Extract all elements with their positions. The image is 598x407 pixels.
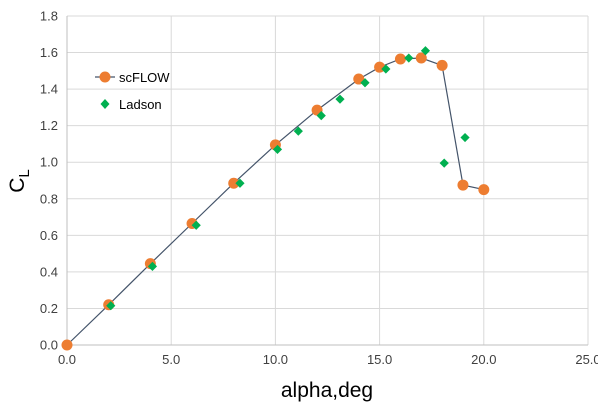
series-1-point — [191, 220, 201, 230]
series-0-point — [478, 184, 490, 196]
y-axis-title: CL — [6, 169, 33, 193]
x-axis-title: alpha,deg — [281, 379, 373, 402]
y-tick-label: 0.6 — [40, 228, 58, 243]
y-tick-label: 0.4 — [40, 264, 58, 279]
data-series — [61, 46, 490, 351]
series-1-point — [335, 94, 345, 104]
y-axis-title-subscript: L — [16, 169, 33, 177]
x-tick-label: 15.0 — [367, 352, 392, 367]
x-tick-label: 5.0 — [162, 352, 180, 367]
series-0-point — [457, 179, 469, 191]
y-tick-label: 0.0 — [40, 338, 58, 353]
y-tick-label: 0.8 — [40, 191, 58, 206]
series-1-point — [106, 301, 116, 311]
y-axis-title-main: C — [6, 178, 29, 193]
plot-axes — [66, 16, 588, 346]
y-tick-label: 1.2 — [40, 118, 58, 133]
series-0-point — [394, 53, 406, 65]
legend-scflow-marker-icon — [99, 71, 111, 83]
series-1-point — [360, 78, 370, 88]
y-tick-label: 1.4 — [40, 82, 58, 97]
legend-label-scflow: scFLOW — [119, 70, 170, 85]
x-tick-label: 20.0 — [471, 352, 496, 367]
series-1-point — [235, 178, 245, 188]
series-0-point — [228, 177, 240, 189]
series-1-point — [420, 46, 431, 56]
series-1-point — [272, 144, 283, 155]
y-tick-label: 1.0 — [40, 155, 58, 170]
x-tick-label: 10.0 — [263, 352, 288, 367]
series-1-point — [293, 126, 303, 136]
y-tick-label: 1.8 — [40, 9, 58, 24]
legend-label-ladson: Ladson — [119, 97, 162, 112]
x-tick-label: 25.0 — [575, 352, 598, 367]
series-1-point — [460, 132, 470, 143]
series-0-point — [415, 52, 427, 64]
legend: scFLOW Ladson — [95, 70, 170, 112]
series-1-point — [316, 111, 326, 121]
tick-labels: 0.0 0.2 0.4 0.6 0.8 1.0 1.2 1.4 1.6 1.8 0.0 5.0 10.0… — [40, 9, 598, 368]
y-tick-label: 0.2 — [40, 301, 58, 316]
x-tick-label: 0.0 — [58, 352, 76, 367]
series-1-point — [439, 158, 449, 168]
series-1-point — [404, 53, 414, 63]
series-1-point — [381, 64, 391, 74]
y-tick-label: 1.6 — [40, 45, 58, 60]
legend-ladson-marker-icon — [100, 99, 110, 109]
series-1-point — [147, 261, 158, 272]
series-0-point — [61, 339, 73, 351]
series-0-point — [436, 59, 448, 71]
svg-text:CL: CL — [6, 169, 33, 193]
